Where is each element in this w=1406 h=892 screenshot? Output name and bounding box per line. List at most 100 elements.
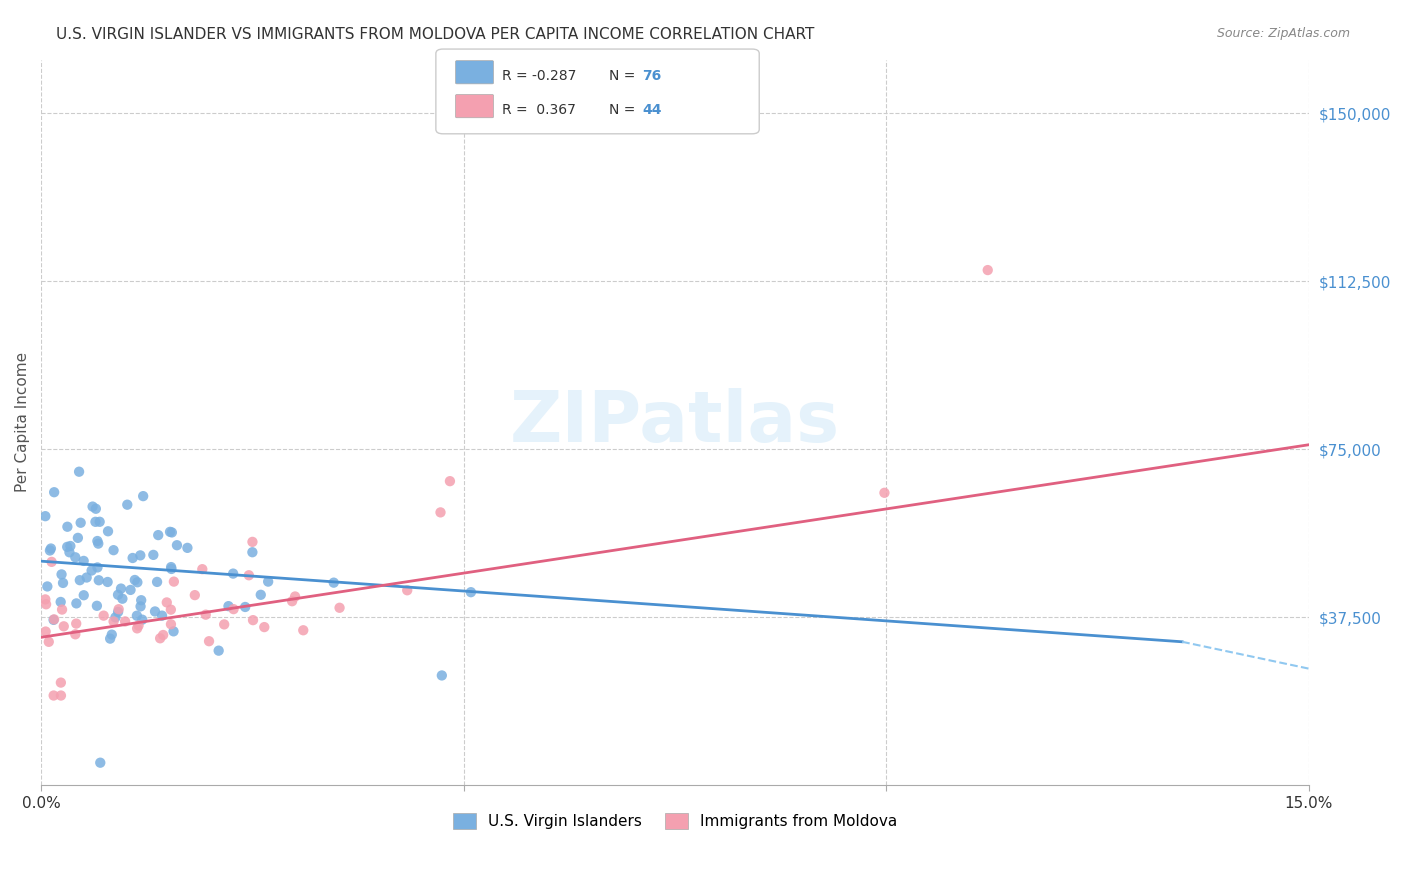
Point: [51, 567, 73, 582]
Point: [143, 604, 166, 618]
Point: [127, 621, 149, 635]
Point: [242, 613, 264, 627]
Point: [86, 599, 108, 613]
Point: [396, 583, 419, 598]
Point: [460, 585, 482, 599]
Point: [111, 591, 134, 606]
Point: [35, 597, 58, 611]
Text: 44: 44: [643, 103, 662, 117]
Point: [160, 525, 183, 540]
Point: [49, 689, 72, 703]
Point: [107, 588, 129, 602]
Text: N =: N =: [609, 103, 640, 117]
Point: [208, 643, 231, 657]
Point: [159, 524, 181, 539]
Point: [42, 689, 65, 703]
Point: [44, 485, 66, 500]
Text: 76: 76: [643, 69, 662, 83]
Point: [117, 498, 139, 512]
Point: [131, 613, 153, 627]
Point: [292, 624, 315, 638]
Point: [253, 620, 276, 634]
Text: R =  0.367: R = 0.367: [502, 103, 576, 117]
Text: ZIPatlas: ZIPatlas: [510, 388, 839, 457]
Point: [86, 560, 108, 574]
Text: N =: N =: [609, 69, 640, 83]
Point: [439, 474, 461, 488]
Point: [110, 582, 132, 596]
Point: [242, 534, 264, 549]
Point: [84, 515, 107, 529]
Point: [121, 551, 143, 566]
Y-axis label: Per Capita Income: Per Capita Income: [15, 352, 30, 492]
Point: [59, 539, 82, 553]
Point: [87, 536, 110, 550]
Point: [52, 619, 75, 633]
Point: [87, 574, 110, 588]
Point: [58, 545, 80, 559]
Point: [873, 485, 896, 500]
Point: [322, 575, 344, 590]
Point: [329, 600, 352, 615]
Point: [41, 555, 63, 569]
Point: [103, 543, 125, 558]
Point: [977, 263, 1000, 277]
Point: [37, 579, 59, 593]
Point: [65, 596, 87, 610]
Point: [89, 515, 111, 529]
Point: [34, 624, 56, 639]
Point: [233, 599, 256, 614]
Point: [114, 615, 136, 629]
Legend: U.S. Virgin Islanders, Immigrants from Moldova: U.S. Virgin Islanders, Immigrants from M…: [447, 807, 903, 836]
Point: [163, 574, 186, 589]
Point: [84, 501, 107, 516]
Point: [129, 599, 152, 614]
Point: [76, 570, 98, 584]
Point: [73, 554, 96, 568]
Point: [160, 602, 183, 616]
Point: [430, 668, 453, 682]
Point: [107, 605, 129, 619]
Point: [51, 602, 73, 616]
Point: [107, 602, 129, 616]
Point: [42, 612, 65, 626]
Point: [66, 531, 89, 545]
Point: [194, 607, 217, 622]
Point: [124, 573, 146, 587]
Point: [103, 615, 125, 629]
Point: [86, 534, 108, 549]
Point: [166, 538, 188, 552]
Point: [39, 543, 62, 558]
Point: [191, 562, 214, 576]
Point: [49, 675, 72, 690]
Point: [39, 541, 62, 556]
Point: [69, 573, 91, 587]
Text: U.S. VIRGIN ISLANDER VS IMMIGRANTS FROM MOLDOVA PER CAPITA INCOME CORRELATION CH: U.S. VIRGIN ISLANDER VS IMMIGRANTS FROM …: [56, 27, 814, 42]
Point: [65, 627, 87, 641]
Point: [429, 505, 451, 519]
Text: R = -0.287: R = -0.287: [502, 69, 576, 83]
Point: [132, 489, 155, 503]
Point: [49, 595, 72, 609]
Point: [160, 617, 183, 632]
Point: [125, 608, 148, 623]
Point: [56, 520, 79, 534]
Point: [98, 632, 121, 646]
Point: [97, 524, 120, 539]
Point: [80, 564, 103, 578]
Point: [238, 568, 260, 582]
Point: [38, 635, 60, 649]
Point: [52, 576, 75, 591]
Point: [284, 590, 307, 604]
Point: [212, 617, 235, 632]
Point: [242, 545, 264, 559]
Point: [152, 628, 174, 642]
Text: Source: ZipAtlas.com: Source: ZipAtlas.com: [1216, 27, 1350, 40]
Point: [142, 548, 165, 562]
Point: [148, 528, 170, 542]
Point: [160, 562, 183, 576]
Point: [160, 560, 183, 574]
Point: [149, 632, 172, 646]
Point: [65, 550, 87, 565]
Point: [176, 541, 198, 555]
